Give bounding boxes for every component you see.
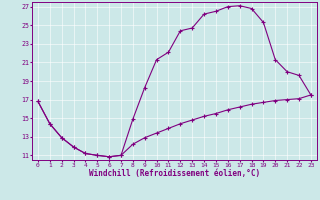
X-axis label: Windchill (Refroidissement éolien,°C): Windchill (Refroidissement éolien,°C) (89, 169, 260, 178)
